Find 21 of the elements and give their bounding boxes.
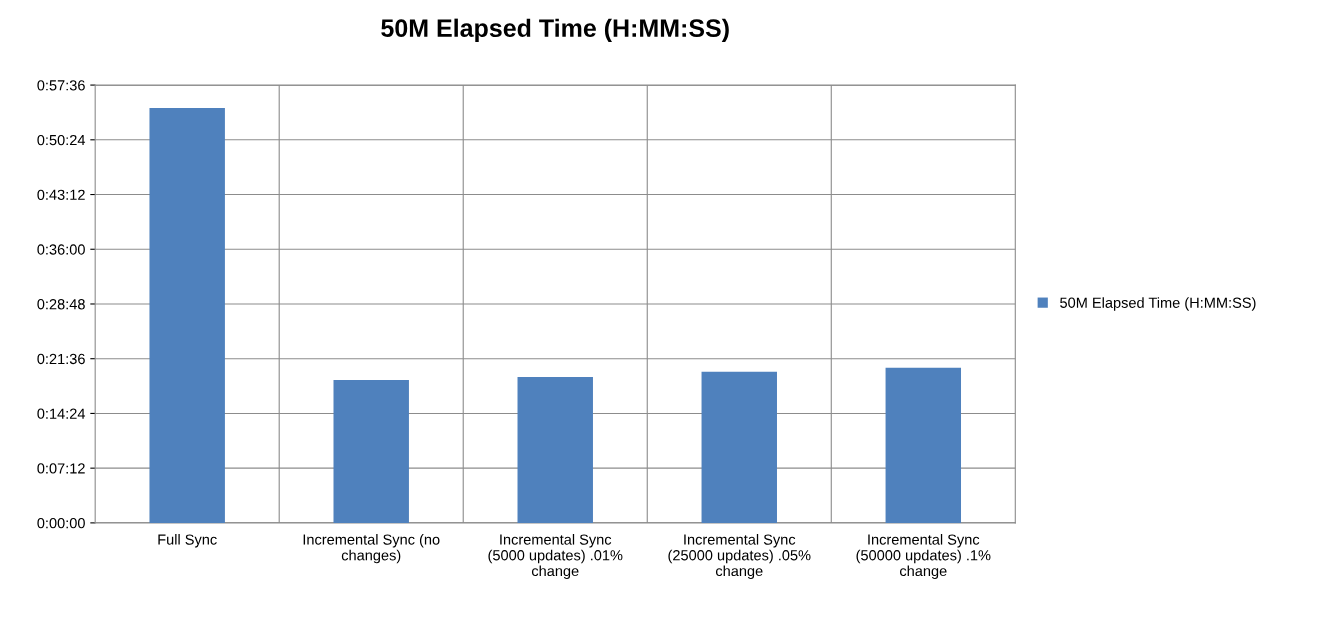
- x-tick-label: Incremental Sync (50000 updates) .1% change: [856, 533, 991, 579]
- chart-title: 50M Elapsed Time (H:MM:SS): [381, 18, 729, 42]
- y-tick-label: 0:50:24: [37, 134, 86, 146]
- y-tick-label: 0:43:12: [37, 189, 85, 200]
- y-tick-label: 0:28:48: [37, 299, 85, 310]
- y-tick-label: 0:36:00: [37, 244, 85, 255]
- bar: [149, 107, 225, 523]
- y-tick-label: 0:07:12: [37, 463, 85, 474]
- legend-label: 50M Elapsed Time (H:MM:SS): [1060, 297, 1256, 311]
- x-tick-label: Incremental Sync (5000 updates) .01% change: [488, 533, 623, 579]
- x-tick-label: Incremental Sync (no changes): [303, 533, 440, 564]
- bar: [885, 367, 962, 523]
- y-tick-label: 0:57:36: [37, 80, 85, 91]
- y-tick-label: 0:14:24: [37, 408, 86, 419]
- x-tick-label: Incremental Sync (25000 updates) .05% change: [668, 533, 811, 579]
- y-tick-label: 0:21:36: [37, 353, 85, 365]
- x-tick-label: Full Sync: [158, 533, 217, 548]
- bar: [701, 371, 777, 523]
- bar: [517, 376, 593, 523]
- y-tick-label: 0:00:00: [37, 517, 85, 529]
- bar: [333, 379, 409, 523]
